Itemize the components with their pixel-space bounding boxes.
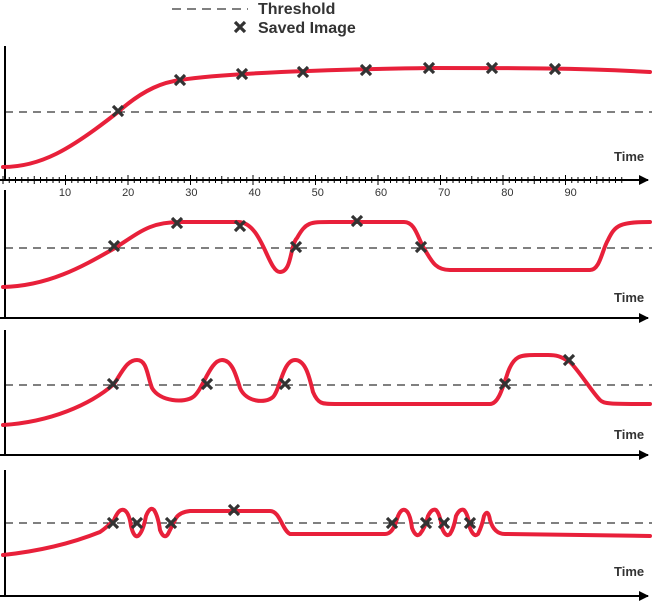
panel-2-signal-curve <box>1 220 652 289</box>
panel-1-time-label: Time <box>614 149 644 164</box>
panel-1: 10 20 30 40 50 60 70 80 90 Time <box>0 46 652 199</box>
saved-image-marker <box>422 61 436 75</box>
panel-3-signal-curve <box>1 353 652 427</box>
saved-image-marker <box>278 377 292 391</box>
tick-label: 70 <box>438 187 450 199</box>
saved-image-marker <box>173 73 187 87</box>
saved-image-marker <box>106 377 120 391</box>
panel-2-saved-markers <box>107 214 428 254</box>
panel-1-signal-curve <box>1 65 652 169</box>
saved-image-marker <box>498 377 512 391</box>
saved-image-marker <box>437 516 451 530</box>
saved-image-marker <box>164 516 178 530</box>
saved-image-marker <box>296 65 310 79</box>
saved-image-marker <box>419 516 433 530</box>
saved-image-marker <box>235 67 249 81</box>
saved-image-marker <box>227 503 241 517</box>
panel-4-saved-markers <box>106 503 477 530</box>
panel-3-saved-markers <box>106 353 576 391</box>
saved-image-marker <box>107 239 121 253</box>
saved-image-marker <box>385 516 399 530</box>
saved-image-marker <box>170 216 184 230</box>
panel-4-time-label: Time <box>614 564 644 579</box>
legend-threshold-label: Threshold <box>258 1 335 18</box>
panel-1-saved-markers <box>111 61 562 118</box>
saved-image-marker <box>111 104 125 118</box>
panel-1-ticks: 10 20 30 40 50 60 70 80 90 <box>2 175 623 199</box>
legend-saved-label: Saved Image <box>258 20 356 37</box>
tick-label: 60 <box>375 187 387 199</box>
saved-image-marker <box>106 516 120 530</box>
panel-3: Time <box>0 330 652 460</box>
legend-saved-marker <box>233 20 247 34</box>
saved-image-marker <box>233 219 247 233</box>
saved-image-marker <box>548 62 562 76</box>
saved-image-marker <box>130 516 144 530</box>
saved-image-marker <box>562 353 576 367</box>
panel-2: Time <box>0 190 652 323</box>
legend: Threshold Saved Image <box>172 1 356 37</box>
tick-label: 40 <box>248 187 260 199</box>
panel-4: Time <box>0 470 652 601</box>
saved-image-marker <box>414 240 428 254</box>
tick-label: 90 <box>564 187 576 199</box>
panel-3-time-label: Time <box>614 427 644 442</box>
panel-2-time-label: Time <box>614 290 644 305</box>
panel-4-signal-curve <box>1 506 652 557</box>
saved-image-marker <box>359 63 373 77</box>
tick-label: 80 <box>501 187 513 199</box>
saved-image-marker <box>463 516 477 530</box>
saved-image-marker <box>200 377 214 391</box>
tick-label: 20 <box>122 187 134 199</box>
tick-label: 10 <box>59 187 71 199</box>
saved-image-marker <box>485 61 499 75</box>
saved-image-marker <box>350 214 364 228</box>
saved-image-marker <box>289 240 303 254</box>
tick-label: 30 <box>185 187 197 199</box>
tick-label: 50 <box>312 187 324 199</box>
